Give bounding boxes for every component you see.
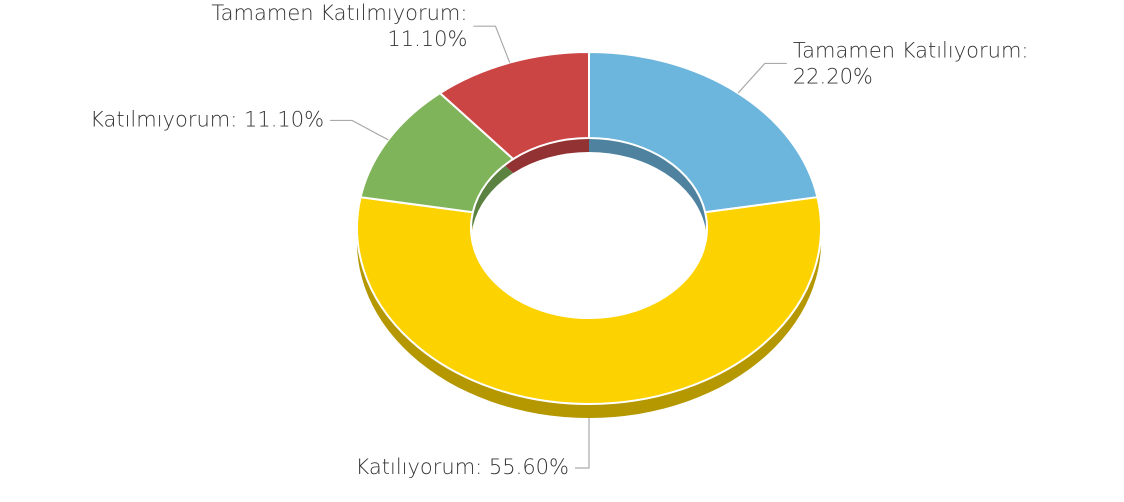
leader-line bbox=[330, 119, 389, 141]
label-category: Katılmıyorum: bbox=[90, 107, 244, 131]
data-label: Katılmıyorum: 11.10% bbox=[90, 107, 324, 131]
data-label: Tamamen Katılmıyorum: 11.10% bbox=[211, 1, 467, 51]
segment bbox=[438, 50, 590, 161]
segment bbox=[588, 50, 819, 214]
segment bbox=[356, 196, 822, 405]
label-category: Katılıyorum: bbox=[355, 455, 488, 479]
label-category: Tamamen Katılmıyorum: bbox=[211, 1, 467, 25]
data-label: Tamamen Katılıyorum: 22.20% bbox=[793, 38, 1029, 88]
data-label: Katılıyorum: 55.60% bbox=[355, 455, 569, 479]
leader-line bbox=[575, 418, 590, 469]
leader-line bbox=[737, 62, 787, 94]
label-value: 55.60% bbox=[489, 455, 569, 479]
leader-line bbox=[473, 25, 511, 63]
label-value: 22.20% bbox=[793, 64, 873, 88]
label-category: Tamamen Katılıyorum: bbox=[793, 38, 1029, 62]
label-value: 11.10% bbox=[244, 107, 324, 131]
label-value: 11.10% bbox=[387, 27, 467, 51]
